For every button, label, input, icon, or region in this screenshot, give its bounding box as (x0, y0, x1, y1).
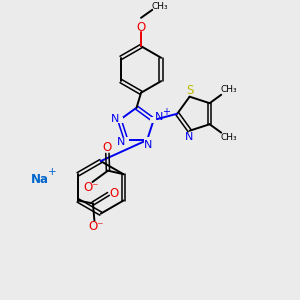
Bar (111, 191, 118, 197)
Text: O: O (110, 188, 119, 200)
Text: CH₃: CH₃ (151, 2, 168, 11)
Text: N: N (144, 140, 152, 150)
Bar (150, 117, 157, 123)
Text: N: N (117, 137, 125, 147)
Text: O⁻: O⁻ (88, 220, 104, 233)
Bar (104, 144, 111, 151)
Text: O: O (103, 141, 112, 154)
Bar (89, 224, 100, 230)
Bar (123, 137, 129, 143)
Text: Na: Na (31, 173, 49, 186)
Text: O: O (136, 21, 146, 34)
Text: O⁻: O⁻ (83, 181, 99, 194)
Text: S: S (186, 84, 194, 97)
Bar (144, 137, 150, 143)
Bar (187, 87, 193, 94)
Bar (186, 134, 192, 140)
Bar (82, 184, 94, 191)
Bar (116, 117, 123, 123)
Text: N: N (185, 132, 193, 142)
Bar (153, 3, 166, 10)
Text: N: N (111, 114, 119, 124)
Text: CH₃: CH₃ (220, 134, 237, 142)
Bar (137, 24, 145, 31)
Text: +: + (48, 167, 56, 177)
Text: CH₃: CH₃ (220, 85, 237, 94)
Text: N: N (155, 112, 163, 122)
Text: +: + (162, 107, 170, 117)
